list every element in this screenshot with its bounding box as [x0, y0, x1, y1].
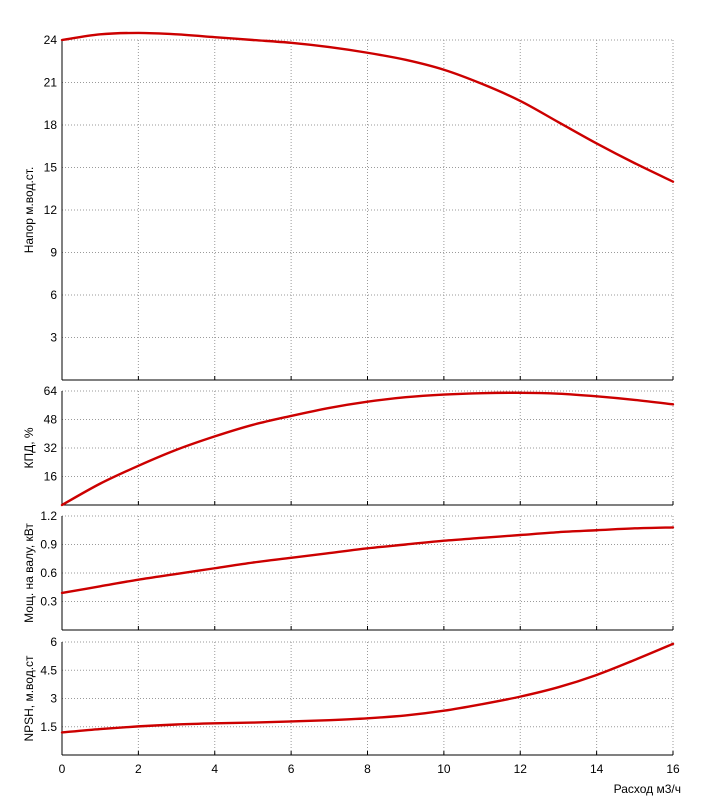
y-tick-label: 3: [50, 331, 57, 345]
x-tick-label: 6: [288, 762, 295, 776]
series-line-4-1: [60, 642, 675, 734]
y-tick-label: 64: [44, 384, 58, 398]
y-tick-label: 0.3: [40, 595, 57, 609]
y-tick-label: 3: [50, 692, 57, 706]
series-line-1-1: [60, 31, 675, 183]
x-tick-label: 10: [437, 762, 451, 776]
x-tick-label: 12: [514, 762, 528, 776]
y-tick-label: 1.5: [40, 720, 57, 734]
y-tick-label: 18: [44, 118, 58, 132]
y-tick-label: 32: [44, 441, 58, 455]
y-tick-label: 6: [50, 288, 57, 302]
x-tick-label: 16: [666, 762, 680, 776]
y-tick-label: 6: [50, 635, 57, 649]
x-axis-title: Расход м3/ч: [614, 782, 681, 796]
y-tick-label: 12: [44, 203, 58, 217]
y-tick-label: 21: [44, 76, 58, 90]
y-axis-title: КПД, %: [22, 427, 36, 468]
x-tick-label: 2: [135, 762, 142, 776]
y-tick-label: 15: [44, 161, 58, 175]
y-axis-title: NPSH, м.вод.ст: [22, 655, 36, 742]
y-tick-label: 24: [44, 33, 58, 47]
y-tick-label: 4.5: [40, 663, 57, 677]
y-tick-label: 0.9: [40, 538, 57, 552]
series-line-3-1: [60, 526, 675, 595]
y-tick-label: 48: [44, 413, 58, 427]
x-tick-label: 8: [364, 762, 371, 776]
chart-panel-2: 16 32 48 64 КПД, %: [22, 384, 675, 507]
x-tick-label: 0: [59, 762, 66, 776]
y-tick-label: 0.6: [40, 566, 57, 580]
y-tick-label: 16: [44, 470, 58, 484]
y-tick-label: 1.2: [40, 509, 57, 523]
series-line-2-1: [60, 391, 675, 507]
x-tick-label: 4: [211, 762, 218, 776]
y-axis-title: Напор м.вод.ст.: [22, 167, 36, 254]
chart-panel-4: 1.5 3 4.5 6 NPSH, м.вод.ст 0 2 4 6 8 10 12 14 16 Расхо…: [22, 635, 681, 796]
y-axis-title: Мощ. на валу, кВт: [22, 523, 36, 623]
chart-panel-3: 0.3 0.6 0.9 1.2 Мощ. на валу, кВт: [22, 509, 675, 631]
x-tick-label: 14: [590, 762, 604, 776]
chart-panel-1: 3 6 9 12 15 18 21 24 Напор м.вод.ст.: [22, 31, 675, 381]
y-tick-label: 9: [50, 246, 57, 260]
